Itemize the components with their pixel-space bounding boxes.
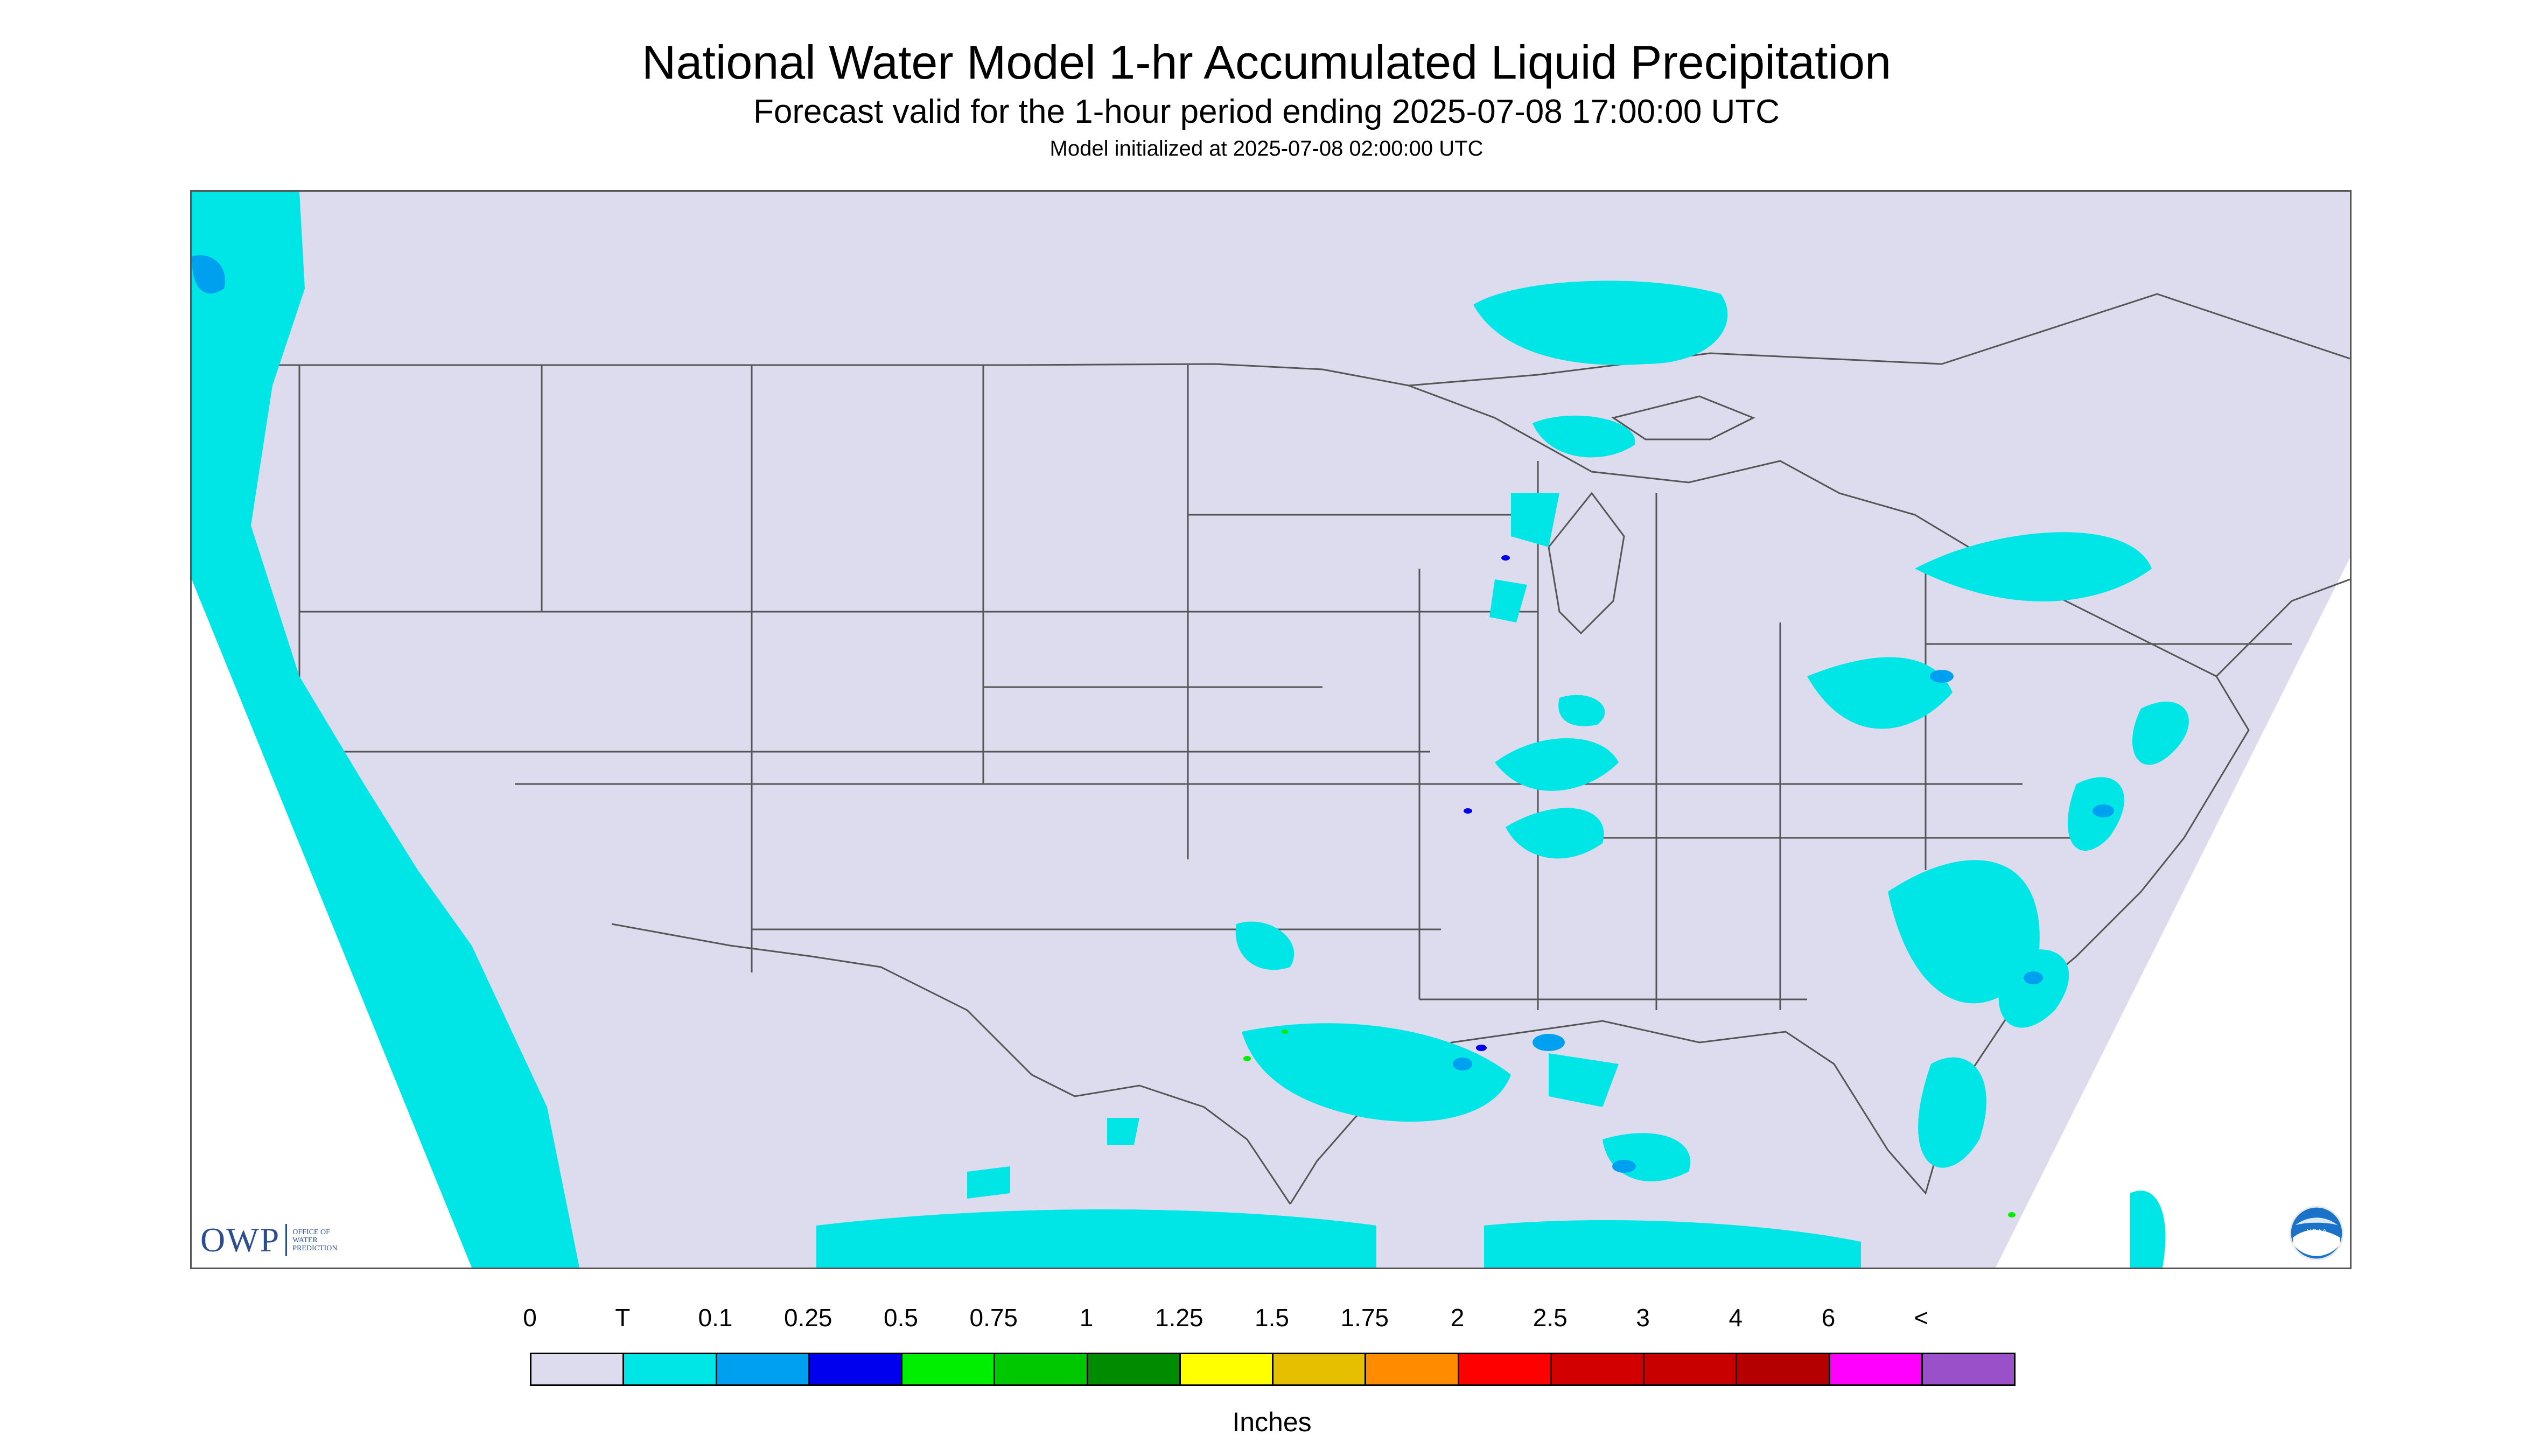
legend-swatch [1828, 1353, 1923, 1386]
legend-tick-label: T [615, 1304, 631, 1332]
legend-swatch [530, 1353, 625, 1386]
legend-swatch [1365, 1353, 1459, 1386]
legend-swatch [1921, 1353, 2016, 1386]
legend-tick-label: 1.25 [1154, 1304, 1203, 1332]
legend-tick-label: 2 [1450, 1304, 1465, 1332]
map-subtitle: Forecast valid for the 1-hour period end… [753, 93, 1780, 130]
legend-tick-label: 0.75 [969, 1304, 1018, 1332]
legend-units: Inches [1232, 1407, 1312, 1437]
model-init-line: Model initialized at 2025-07-08 02:00:00… [1049, 137, 1484, 160]
legend-swatch [993, 1353, 1088, 1386]
owp-logo-subtitle: Office of Water Prediction [292, 1228, 338, 1252]
legend-swatch [715, 1353, 810, 1386]
precip-map [192, 192, 2350, 1268]
legend-swatch [1179, 1353, 1274, 1386]
map-frame: OWP Office of Water Prediction NOAA [190, 190, 2352, 1269]
precip-light-areas [192, 255, 2114, 1173]
map-domain [192, 192, 2350, 1268]
map-title: National Water Model 1-hr Accumulated Li… [641, 36, 1892, 89]
owp-logo-divider [285, 1224, 288, 1256]
legend-tick-label: 1.75 [1340, 1304, 1389, 1332]
noaa-logo-icon: NOAA [2289, 1206, 2344, 1261]
legend-swatch [1272, 1353, 1367, 1386]
legend-swatch [622, 1353, 717, 1386]
svg-text:NOAA: NOAA [2306, 1228, 2327, 1236]
legend-swatch [901, 1353, 996, 1386]
legend-tick-label: 2.5 [1533, 1304, 1568, 1332]
legend-swatch [1550, 1353, 1645, 1386]
legend-swatch [1086, 1353, 1181, 1386]
owp-logo-text: OWP [200, 1221, 281, 1259]
legend-tick-label: < [1914, 1304, 1929, 1332]
legend-tick-label: 4 [1729, 1304, 1743, 1332]
legend-swatch [1457, 1353, 1552, 1386]
legend-swatch [1643, 1353, 1738, 1386]
legend-swatch [1736, 1353, 1830, 1386]
legend-swatch [808, 1353, 902, 1386]
legend-tick-label: 1 [1079, 1304, 1094, 1332]
precip-heavy-areas [1243, 1030, 2016, 1217]
legend-tick-label: 0.25 [783, 1304, 832, 1332]
legend-tick-label: 0.1 [698, 1304, 733, 1332]
legend-tick-label: 1.5 [1255, 1304, 1289, 1332]
color-legend: 0 T 0.1 0.25 0.5 0.75 1 1.25 1.5 1.75 2 2.5 3 4 6 < Inc… [523, 1303, 2016, 1438]
precip-trace-areas [192, 192, 2189, 1268]
precip-moderate-areas [1464, 555, 1510, 1051]
legend-tick-label: 6 [1821, 1304, 1836, 1332]
legend-tick-label: 0.5 [884, 1304, 918, 1332]
boundary-lines [192, 293, 2350, 1205]
legend-tick-label: 3 [1636, 1304, 1650, 1332]
owp-logo: OWP Office of Water Prediction [200, 1220, 337, 1260]
title-block: National Water Model 1-hr Accumulated Li… [0, 34, 2533, 164]
legend-tick-label: 0 [523, 1304, 537, 1332]
